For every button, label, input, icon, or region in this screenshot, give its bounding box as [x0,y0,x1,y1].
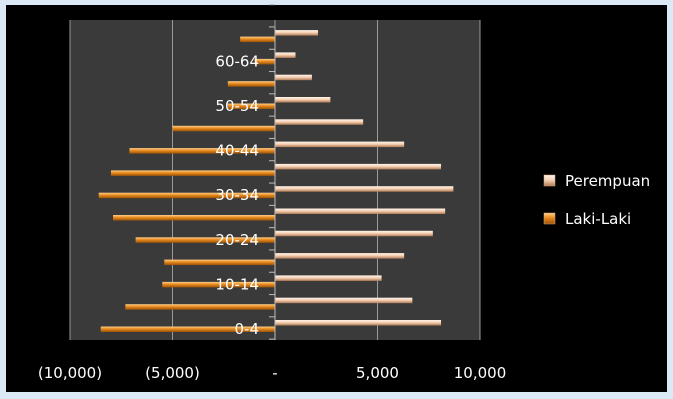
bar-laki-laki [164,259,275,266]
x-tick-labels: (10,000) (5,000) - 5,000 10,000 [38,364,506,382]
category-axis [269,4,276,340]
bar-perempuan [275,141,405,148]
category-label: 10-14 [215,275,259,293]
x-tick-label: (10,000) [38,364,102,382]
bar-perempuan [275,52,296,58]
bar-perempuan [275,30,319,36]
page-edge [667,0,673,399]
bar-laki-laki [254,58,275,65]
bar-perempuan [275,253,405,259]
legend-label: Laki-Laki [565,210,631,228]
category-label: 30-34 [215,186,259,204]
category-label: 0-4 [235,320,260,338]
legend-label: Perempuan [565,172,650,190]
category-label: 40-44 [215,142,259,160]
category-label: 20-24 [215,231,259,249]
bar-perempuan [275,186,454,192]
bar-perempuan [275,208,446,214]
bar-perempuan [275,74,312,81]
bar-perempuan [275,297,413,304]
x-tick-label: (5,000) [145,364,200,382]
bar-laki-laki [240,36,275,43]
page-edge [0,0,6,399]
bar-laki-laki [111,170,275,176]
bar-perempuan [275,320,442,326]
bar-laki-laki [227,81,275,87]
bar-perempuan [275,230,433,237]
bar-laki-laki [113,215,275,221]
bar-laki-laki [129,148,275,154]
bar-perempuan [275,119,364,125]
category-label: 60-64 [215,52,259,70]
bar-perempuan [275,97,331,103]
bar-perempuan [275,275,382,281]
category-label: 50-54 [215,97,259,115]
bar-laki-laki [100,326,275,332]
bar-laki-laki [227,103,275,109]
legend-swatch [543,174,556,187]
bar-laki-laki [135,237,275,243]
legend: Perempuan Laki-Laki [543,172,650,228]
legend-swatch [543,212,556,225]
page-edge [0,0,673,5]
bar-laki-laki [162,281,275,288]
x-tick-label: 5,000 [356,364,399,382]
x-tick-label: 10,000 [454,364,507,382]
category-labels: 0-4 10-14 20-24 30-34 40-44 50-54 60-64 [215,52,259,338]
bar-laki-laki [98,192,275,199]
bar-laki-laki [172,125,275,132]
bar-laki-laki [125,304,275,310]
page-edge [0,392,673,399]
bars [98,30,454,332]
bar-perempuan [275,163,442,170]
x-tick-label: - [272,364,277,382]
